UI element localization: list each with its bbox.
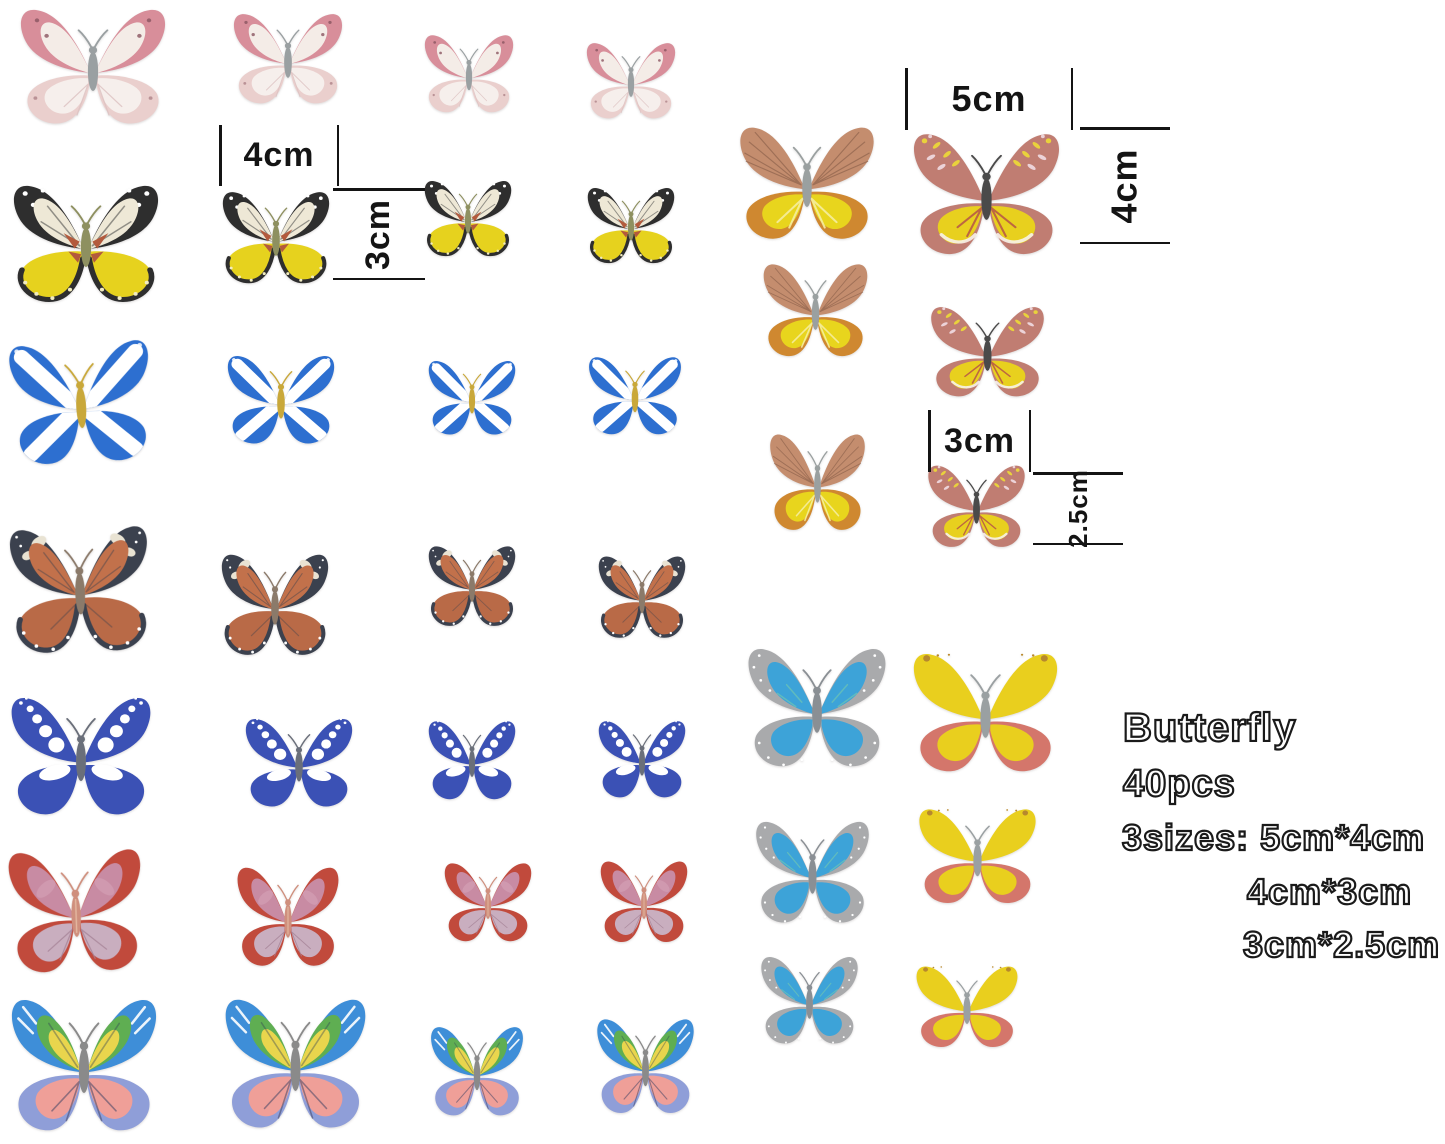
butterfly-navywhite <box>594 716 690 803</box>
butterfly-pinkwhite <box>228 8 348 110</box>
product-quantity: 40pcs <box>1122 762 1236 806</box>
butterfly-saltire <box>1 331 162 475</box>
butterfly-bluesilver <box>750 815 875 930</box>
product-sizes-line2: 4cm*3cm <box>1246 870 1413 913</box>
butterfly-pinkplain <box>596 856 692 948</box>
butterfly-yellowpink <box>913 803 1042 910</box>
butterfly-saltire <box>222 350 340 450</box>
butterfly-mauveyellow <box>925 301 1050 403</box>
butterfly-saltire <box>424 356 520 440</box>
measurement-2.5cm: 2.5cm <box>1033 469 1123 548</box>
butterfly-saltire <box>584 352 686 440</box>
butterfly-monarch <box>217 186 335 288</box>
butterfly-monarch <box>583 183 679 267</box>
butterfly-pinkplain <box>232 861 344 973</box>
measurement-4cm: 4cm <box>1080 127 1170 244</box>
product-sizes-line1: 3sizes: 5cm*4cm <box>1121 816 1426 859</box>
butterfly-pinkwhite <box>582 38 680 124</box>
butterfly-pinkwhite <box>420 30 518 118</box>
measurement-3cm: 3cm <box>928 410 1031 472</box>
butterfly-yellowpink <box>911 961 1023 1053</box>
product-sizes-line3: 3cm*2.5cm <box>1242 923 1441 966</box>
butterfly-monarch <box>420 176 516 260</box>
measurement-4cm: 4cm <box>219 125 339 186</box>
butterfly-rainbow <box>592 1013 699 1120</box>
butterfly-navywhite <box>424 716 520 805</box>
butterfly-orangelady <box>424 541 520 630</box>
butterfly-mauveyellow <box>923 460 1030 553</box>
butterfly-rainbow <box>4 991 164 1140</box>
butterfly-bluesilver <box>756 951 863 1050</box>
measurement-3cm: 3cm <box>333 188 425 280</box>
butterfly-rainbow <box>218 991 373 1137</box>
butterfly-pinkwhite <box>13 2 173 132</box>
butterfly-orangelady <box>2 517 159 660</box>
butterfly-orangeyellow <box>758 258 873 363</box>
butterfly-orangelady <box>594 551 690 642</box>
butterfly-pinkplain <box>1 840 152 982</box>
butterfly-navywhite <box>240 713 358 813</box>
butterfly-orangelady <box>216 548 334 660</box>
butterfly-pinkplain <box>440 858 536 947</box>
butterfly-mauveyellow <box>906 126 1067 263</box>
butterfly-monarch <box>6 178 166 308</box>
butterfly-rainbow <box>426 1021 528 1122</box>
butterfly-orangeyellow <box>765 428 870 537</box>
measurement-5cm: 5cm <box>905 68 1073 130</box>
butterfly-yellowpink <box>906 646 1065 780</box>
butterfly-orangeyellow <box>733 120 881 247</box>
butterfly-navywhite <box>4 690 158 823</box>
product-title: Butterfly <box>1122 705 1297 751</box>
butterfly-bluesilver <box>741 641 893 775</box>
